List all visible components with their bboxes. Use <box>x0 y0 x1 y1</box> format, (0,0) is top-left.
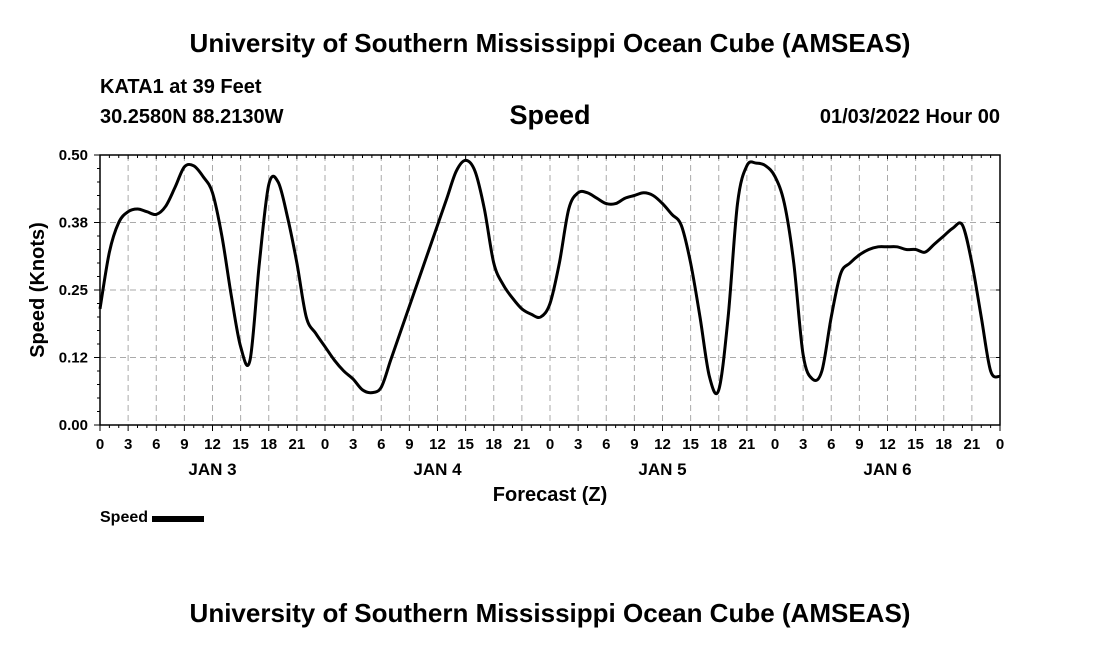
x-tick-label: 0 <box>96 436 104 453</box>
y-axis-title: Speed (Knots) <box>27 222 49 358</box>
y-tick-label: 0.12 <box>59 350 88 367</box>
x-tick-label: 18 <box>260 436 277 453</box>
x-tick-label: 0 <box>996 436 1004 453</box>
coordinates-label: 30.2580N 88.2130W <box>100 106 284 128</box>
x-tick-label: 15 <box>682 436 699 453</box>
plot-frame <box>99 154 1001 426</box>
x-tick-label: 12 <box>879 436 896 453</box>
x-tick-label: 6 <box>602 436 610 453</box>
x-tick-label: 3 <box>799 436 807 453</box>
series-line-speed <box>98 158 1001 396</box>
y-tick-label: 0.38 <box>59 215 88 232</box>
x-tick-label: 0 <box>546 436 554 453</box>
x-tick-label: 12 <box>429 436 446 453</box>
variable-title: Speed <box>509 100 591 130</box>
x-tick-label: 6 <box>377 436 385 453</box>
day-label: JAN 3 <box>188 460 236 479</box>
legend-line-swatch <box>152 516 205 522</box>
x-tick-label: 9 <box>630 436 638 453</box>
x-tick-label: 21 <box>964 436 981 453</box>
x-tick-label: 0 <box>321 436 329 453</box>
x-tick-label: 3 <box>574 436 582 453</box>
x-tick-label: 15 <box>232 436 249 453</box>
forecast-datetime: 01/03/2022 Hour 00 <box>819 106 1000 128</box>
day-label: JAN 6 <box>863 460 911 479</box>
chart-title-top: University of Southern Mississippi Ocean… <box>189 28 911 58</box>
x-tick-label: 6 <box>152 436 160 453</box>
x-tick-label: 3 <box>349 436 357 453</box>
x-tick-label: 15 <box>457 436 474 453</box>
x-tick-label: 0 <box>771 436 779 453</box>
x-tick-label: 3 <box>124 436 132 453</box>
x-tick-label: 15 <box>907 436 924 453</box>
legend-label: Speed <box>100 509 149 526</box>
x-tick-label: 12 <box>654 436 671 453</box>
y-tick-label: 0.50 <box>59 147 88 164</box>
station-label: KATA1 at 39 Feet <box>100 76 262 98</box>
x-tick-label: 18 <box>485 436 502 453</box>
x-tick-label: 18 <box>935 436 952 453</box>
day-label: JAN 5 <box>638 460 686 479</box>
x-tick-label: 18 <box>710 436 727 453</box>
x-tick-label: 12 <box>204 436 221 453</box>
chart-title-bottom: University of Southern Mississippi Ocean… <box>189 598 911 628</box>
x-tick-label: 9 <box>180 436 188 453</box>
x-tick-label: 21 <box>289 436 306 453</box>
x-tick-label: 21 <box>739 436 756 453</box>
y-tick-label: 0.00 <box>59 417 88 434</box>
legend: Speed <box>100 509 205 527</box>
x-tick-label: 9 <box>405 436 413 453</box>
x-tick-label: 21 <box>514 436 531 453</box>
day-label: JAN 4 <box>413 460 462 479</box>
x-tick-label: 6 <box>827 436 835 453</box>
x-tick-label: 9 <box>855 436 863 453</box>
x-axis-title: Forecast (Z) <box>493 484 607 506</box>
y-tick-label: 0.25 <box>59 282 88 299</box>
